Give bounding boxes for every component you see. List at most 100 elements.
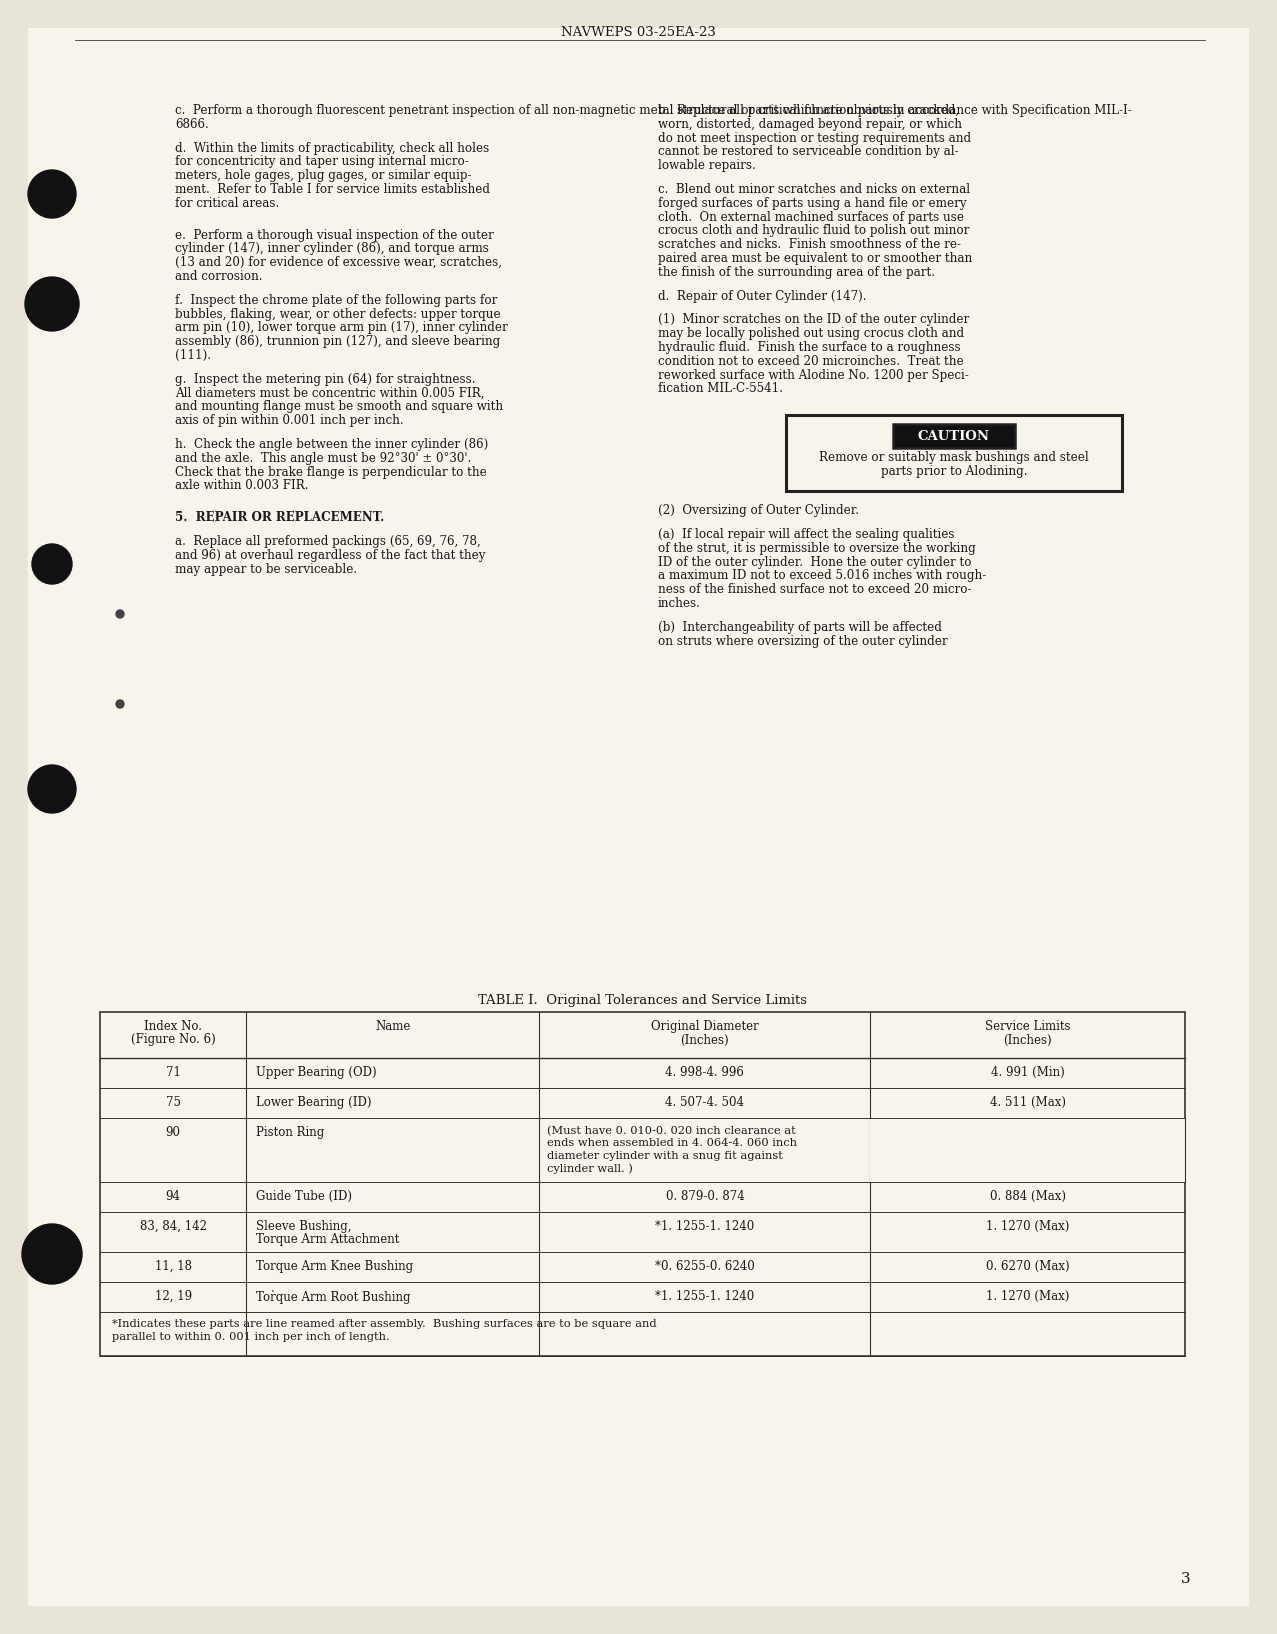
Text: do not meet inspection or testing requirements and: do not meet inspection or testing requir… xyxy=(658,132,971,144)
Text: the finish of the surrounding area of the part.: the finish of the surrounding area of th… xyxy=(658,266,935,279)
Text: h.  Check the angle between the inner cylinder (86): h. Check the angle between the inner cyl… xyxy=(175,438,488,451)
Text: meters, hole gages, plug gages, or similar equip-: meters, hole gages, plug gages, or simil… xyxy=(175,170,471,183)
Circle shape xyxy=(28,765,77,814)
Text: (13 and 20) for evidence of excessive wear, scratches,: (13 and 20) for evidence of excessive we… xyxy=(175,257,502,270)
Text: cylinder (147), inner cylinder (86), and torque arms: cylinder (147), inner cylinder (86), and… xyxy=(175,242,489,255)
Text: paired area must be equivalent to or smoother than: paired area must be equivalent to or smo… xyxy=(658,252,972,265)
Text: d.  Within the limits of practicability, check all holes: d. Within the limits of practicability, … xyxy=(175,142,489,155)
Text: g.  Inspect the metering pin (64) for straightness.: g. Inspect the metering pin (64) for str… xyxy=(175,373,475,386)
Text: All diameters must be concentric within 0.005 FIR,: All diameters must be concentric within … xyxy=(175,387,484,400)
Text: Name: Name xyxy=(375,1020,411,1033)
Circle shape xyxy=(116,699,124,708)
Text: (Inches): (Inches) xyxy=(1004,1033,1052,1046)
Text: f.  Inspect the chrome plate of the following parts for: f. Inspect the chrome plate of the follo… xyxy=(175,294,497,307)
Text: Service Limits: Service Limits xyxy=(985,1020,1070,1033)
Text: lowable repairs.: lowable repairs. xyxy=(658,158,756,172)
Text: axle within 0.003 FIR.: axle within 0.003 FIR. xyxy=(175,479,309,492)
Text: a maximum ID not to exceed 5.016 inches with rough-: a maximum ID not to exceed 5.016 inches … xyxy=(658,569,986,582)
Text: arm pin (10), lower torque arm pin (17), inner cylinder: arm pin (10), lower torque arm pin (17),… xyxy=(175,322,508,335)
Text: 71: 71 xyxy=(166,1065,180,1078)
Text: *1. 1255-1. 1240: *1. 1255-1. 1240 xyxy=(655,1221,755,1234)
Text: 1. 1270 (Max): 1. 1270 (Max) xyxy=(986,1221,1069,1234)
Text: Sleeve Bushing,: Sleeve Bushing, xyxy=(257,1221,352,1234)
Text: (1)  Minor scratches on the ID of the outer cylinder: (1) Minor scratches on the ID of the out… xyxy=(658,314,969,327)
Text: Torque Arm Attachment: Torque Arm Attachment xyxy=(257,1234,400,1247)
Text: cannot be restored to serviceable condition by al-: cannot be restored to serviceable condit… xyxy=(658,145,959,158)
Text: c.  Perform a thorough fluorescent penetrant inspection of all non-magnetic meta: c. Perform a thorough fluorescent penetr… xyxy=(175,105,1131,118)
FancyBboxPatch shape xyxy=(787,415,1122,492)
Text: Check that the brake flange is perpendicular to the: Check that the brake flange is perpendic… xyxy=(175,466,487,479)
Text: (2)  Oversizing of Outer Cylinder.: (2) Oversizing of Outer Cylinder. xyxy=(658,505,859,518)
Text: 4. 507-4. 504: 4. 507-4. 504 xyxy=(665,1096,744,1109)
Text: crocus cloth and hydraulic fluid to polish out minor: crocus cloth and hydraulic fluid to poli… xyxy=(658,224,969,237)
Text: Torque Arm Knee Bushing: Torque Arm Knee Bushing xyxy=(257,1260,414,1273)
Circle shape xyxy=(32,544,72,583)
Text: 3: 3 xyxy=(1180,1572,1190,1587)
Text: (Must have 0. 010-0. 020 inch clearance at: (Must have 0. 010-0. 020 inch clearance … xyxy=(548,1126,796,1136)
Text: a.  Replace all preformed packings (65, 69, 76, 78,: a. Replace all preformed packings (65, 6… xyxy=(175,534,480,547)
Circle shape xyxy=(116,609,124,618)
Text: and corrosion.: and corrosion. xyxy=(175,270,263,283)
Circle shape xyxy=(28,170,77,217)
Text: e.  Perform a thorough visual inspection of the outer: e. Perform a thorough visual inspection … xyxy=(175,229,494,242)
Text: for critical areas.: for critical areas. xyxy=(175,196,280,209)
Text: 75: 75 xyxy=(166,1096,181,1109)
Text: Guide Tube (ID): Guide Tube (ID) xyxy=(257,1190,352,1203)
Text: ness of the finished surface not to exceed 20 micro-: ness of the finished surface not to exce… xyxy=(658,583,972,596)
Text: ment.  Refer to Table I for service limits established: ment. Refer to Table I for service limit… xyxy=(175,183,490,196)
Text: 5.  REPAIR OR REPLACEMENT.: 5. REPAIR OR REPLACEMENT. xyxy=(175,511,384,525)
Text: inches.: inches. xyxy=(658,596,701,609)
Bar xyxy=(871,1119,1185,1181)
Text: *Indicates these parts are line reamed after assembly.  Bushing surfaces are to : *Indicates these parts are line reamed a… xyxy=(112,1319,656,1328)
Text: 90: 90 xyxy=(166,1126,181,1139)
Text: *0. 6255-0. 6240: *0. 6255-0. 6240 xyxy=(655,1260,755,1273)
Text: on struts where oversizing of the outer cylinder: on struts where oversizing of the outer … xyxy=(658,634,948,647)
Text: may appear to be serviceable.: may appear to be serviceable. xyxy=(175,562,358,575)
Text: Toṙque Arm Root Bushing: Toṙque Arm Root Bushing xyxy=(257,1289,411,1304)
Text: scratches and nicks.  Finish smoothness of the re-: scratches and nicks. Finish smoothness o… xyxy=(658,239,962,252)
Text: 0. 6270 (Max): 0. 6270 (Max) xyxy=(986,1260,1070,1273)
Text: 4. 991 (Min): 4. 991 (Min) xyxy=(991,1065,1065,1078)
Text: ends when assembled in 4. 064-4. 060 inch: ends when assembled in 4. 064-4. 060 inc… xyxy=(548,1139,797,1149)
Text: may be locally polished out using crocus cloth and: may be locally polished out using crocus… xyxy=(658,327,964,340)
Circle shape xyxy=(22,1224,82,1284)
Text: and mounting flange must be smooth and square with: and mounting flange must be smooth and s… xyxy=(175,400,503,413)
Text: (Figure No. 6): (Figure No. 6) xyxy=(130,1033,216,1046)
Text: c.  Blend out minor scratches and nicks on external: c. Blend out minor scratches and nicks o… xyxy=(658,183,971,196)
Text: ID of the outer cylinder.  Hone the outer cylinder to: ID of the outer cylinder. Hone the outer… xyxy=(658,556,972,569)
Text: axis of pin within 0.001 inch per inch.: axis of pin within 0.001 inch per inch. xyxy=(175,413,404,426)
Text: (b)  Interchangeability of parts will be affected: (b) Interchangeability of parts will be … xyxy=(658,621,942,634)
Text: Index No.: Index No. xyxy=(144,1020,202,1033)
Text: assembly (86), trunnion pin (127), and sleeve bearing: assembly (86), trunnion pin (127), and s… xyxy=(175,335,501,348)
Text: 83, 84, 142: 83, 84, 142 xyxy=(139,1221,207,1234)
Text: 6866.: 6866. xyxy=(175,118,208,131)
Text: of the strut, it is permissible to oversize the working: of the strut, it is permissible to overs… xyxy=(658,542,976,556)
Text: Original Diameter: Original Diameter xyxy=(651,1020,759,1033)
Text: d.  Repair of Outer Cylinder (147).: d. Repair of Outer Cylinder (147). xyxy=(658,289,867,302)
Text: Upper Bearing (OD): Upper Bearing (OD) xyxy=(257,1065,377,1078)
FancyBboxPatch shape xyxy=(893,425,1015,448)
Text: (Inches): (Inches) xyxy=(681,1033,729,1046)
Text: and 96) at overhaul regardless of the fact that they: and 96) at overhaul regardless of the fa… xyxy=(175,549,485,562)
Text: Piston Ring: Piston Ring xyxy=(257,1126,324,1139)
Text: (a)  If local repair will affect the sealing qualities: (a) If local repair will affect the seal… xyxy=(658,528,954,541)
Text: parallel to within 0. 001 inch per inch of length.: parallel to within 0. 001 inch per inch … xyxy=(112,1332,389,1342)
Text: 12, 19: 12, 19 xyxy=(155,1289,192,1302)
Text: bubbles, flaking, wear, or other defects: upper torque: bubbles, flaking, wear, or other defects… xyxy=(175,307,501,320)
Text: 11, 18: 11, 18 xyxy=(155,1260,192,1273)
Text: cylinder wall. ): cylinder wall. ) xyxy=(548,1163,633,1175)
Bar xyxy=(100,1011,1185,1356)
Text: forged surfaces of parts using a hand file or emery: forged surfaces of parts using a hand fi… xyxy=(658,196,967,209)
Text: b.  Replace all parts which are obviously cracked,: b. Replace all parts which are obviously… xyxy=(658,105,959,118)
Text: (111).: (111). xyxy=(175,350,211,363)
Text: diameter cylinder with a snug fit against: diameter cylinder with a snug fit agains… xyxy=(548,1150,783,1162)
Circle shape xyxy=(26,278,79,332)
Text: reworked surface with Alodine No. 1200 per Speci-: reworked surface with Alodine No. 1200 p… xyxy=(658,369,969,382)
Text: hydraulic fluid.  Finish the surface to a roughness: hydraulic fluid. Finish the surface to a… xyxy=(658,342,960,355)
Text: 1. 1270 (Max): 1. 1270 (Max) xyxy=(986,1289,1069,1302)
Text: 4. 511 (Max): 4. 511 (Max) xyxy=(990,1096,1066,1109)
Text: condition not to exceed 20 microinches.  Treat the: condition not to exceed 20 microinches. … xyxy=(658,355,964,368)
Text: for concentricity and taper using internal micro-: for concentricity and taper using intern… xyxy=(175,155,469,168)
Text: Remove or suitably mask bushings and steel: Remove or suitably mask bushings and ste… xyxy=(819,451,1089,464)
Text: NAVWEPS 03-25EA-23: NAVWEPS 03-25EA-23 xyxy=(561,26,715,39)
